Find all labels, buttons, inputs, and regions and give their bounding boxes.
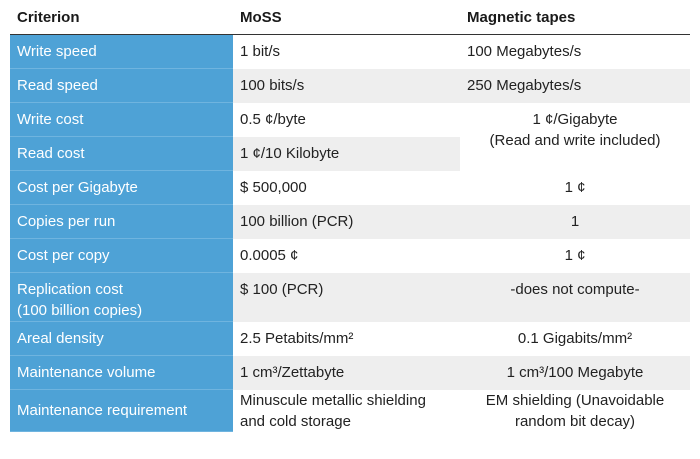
value-cell: 250 Megabytes/s (460, 68, 690, 103)
criterion-cell: Cost per Gigabyte (10, 170, 233, 205)
value-cell: 1 ¢/10 Kilobyte (233, 136, 460, 171)
table-row: Copies per run 100 billion (PCR) 1 (10, 204, 690, 239)
value-cell: 1 cm³/Zettabyte (233, 355, 460, 390)
value-cell: 1 bit/s (240, 43, 281, 61)
value-cell: EM shielding (Unavoidable random bit dec… (485, 391, 665, 430)
value-cell: 100 Megabytes/s (467, 43, 582, 61)
criterion-cell: Read speed (10, 68, 233, 103)
value-cell: 1 ¢/Gigabyte (Read and write included) (460, 102, 690, 171)
table-row: Cost per copy 0.0005 ¢ 1 ¢ (10, 238, 690, 273)
table-row: Maintenance volume 1 cm³/Zettabyte 1 cm³/1… (10, 355, 690, 390)
table-row: Read cost 1 ¢/10 Kilobyte (10, 136, 690, 171)
table-row: Write speed 1 bit/s 100 Megabytes/s (10, 34, 690, 69)
value-cell: 100 bits/s (233, 68, 460, 103)
value-cell: 1 cm³/100 Megabyte (460, 355, 690, 390)
value-cell: 1 (460, 204, 690, 239)
value-cell: 100 billion (PCR) (233, 204, 460, 239)
criterion-cell: Copies per run (10, 204, 233, 239)
comparison-table: Criterion MoSS Magnetic tapes Write speed 1… (10, 0, 690, 432)
table-row: Write cost 0.5 ¢/byte 1 ¢/Gigabyte (Read a… (10, 102, 690, 171)
criterion-cell: Write cost (10, 102, 233, 137)
header-cell: Magnetic tapes (460, 0, 690, 35)
value-cell: 0.1 Gigabits/mm² (517, 330, 633, 347)
criterion-cell: Write speed (10, 34, 233, 69)
table-row: Cost per Gigabyte $ 500,000 1 ¢ (10, 170, 690, 205)
table-container: Criterion MoSS Magnetic tapes Write speed 1… (10, 0, 690, 432)
criterion-cell: Maintenance requirement (10, 389, 233, 432)
value-cell: 1 ¢ (564, 247, 586, 264)
value-cell: $ 100 (PCR) (233, 272, 460, 322)
criterion-cell: Cost per copy (10, 238, 233, 273)
table-row: Areal density 2.5 Petabits/mm² 0.1 Gigabit… (10, 321, 690, 356)
criterion-cell: Read cost (10, 136, 233, 171)
criterion-cell: Areal density (10, 321, 233, 356)
value-cell: Minuscule metallic shielding and cold st… (240, 391, 426, 430)
value-cell: -does not compute- (460, 272, 690, 322)
value-cell: 2.5 Petabits/mm² (240, 330, 354, 347)
criterion-cell: Replication cost (100 billion copies) (10, 272, 233, 322)
table-row: Read speed 100 bits/s 250 Megabytes/s (10, 68, 690, 103)
table-row: Replication cost (100 billion copies) $ 1… (10, 272, 690, 322)
value-cell: $ 500,000 (240, 179, 307, 196)
header-row: Criterion MoSS Magnetic tapes (10, 0, 690, 35)
header-cell: MoSS (233, 0, 460, 35)
value-cell: 0.5 ¢/byte (240, 111, 306, 128)
table-row: Maintenance requirement Minuscule metalli… (10, 389, 690, 432)
value-cell: 1 ¢ (564, 179, 586, 196)
criterion-cell: Maintenance volume (10, 355, 233, 390)
value-cell: 0.0005 ¢ (240, 247, 299, 264)
header-cell: Criterion (10, 0, 233, 35)
